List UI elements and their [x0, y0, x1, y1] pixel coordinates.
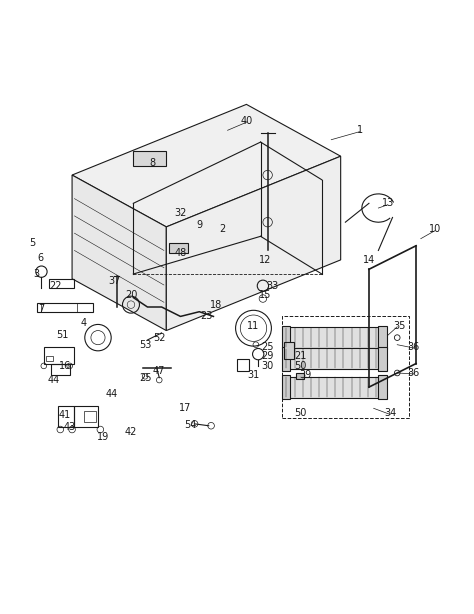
Bar — [378, 347, 387, 371]
Text: 30: 30 — [262, 361, 274, 371]
Text: 11: 11 — [247, 321, 260, 331]
Text: 42: 42 — [125, 427, 137, 437]
Text: 34: 34 — [384, 408, 396, 418]
Bar — [58, 406, 74, 427]
Text: 9: 9 — [196, 220, 202, 230]
Bar — [44, 347, 74, 363]
Text: 5: 5 — [29, 238, 35, 249]
Bar — [51, 363, 70, 375]
Text: 12: 12 — [259, 255, 272, 265]
Text: 25: 25 — [261, 342, 274, 352]
Bar — [378, 375, 387, 399]
Text: 2: 2 — [220, 224, 226, 235]
Text: 53: 53 — [139, 340, 151, 350]
Text: 33: 33 — [266, 281, 278, 291]
Text: 21: 21 — [294, 351, 307, 362]
Text: 54: 54 — [184, 420, 196, 430]
Text: 16: 16 — [59, 361, 71, 371]
Text: 17: 17 — [179, 403, 191, 413]
Polygon shape — [72, 175, 166, 330]
Text: 4: 4 — [81, 319, 87, 328]
Bar — [284, 348, 378, 370]
Text: 25: 25 — [139, 373, 151, 383]
Bar — [169, 243, 188, 253]
Bar — [284, 343, 294, 359]
Text: 29: 29 — [262, 351, 274, 362]
Text: 35: 35 — [393, 321, 406, 331]
Polygon shape — [72, 104, 341, 227]
Text: 44: 44 — [106, 389, 118, 399]
Text: 7: 7 — [38, 305, 45, 314]
Bar — [133, 152, 166, 166]
Text: 13: 13 — [382, 198, 394, 208]
Text: 41: 41 — [59, 410, 71, 421]
Bar — [282, 375, 290, 399]
Text: 18: 18 — [210, 300, 222, 309]
Text: 36: 36 — [408, 368, 420, 378]
Text: 47: 47 — [153, 365, 165, 376]
Text: 1: 1 — [356, 125, 363, 135]
Text: 37: 37 — [108, 276, 121, 286]
Text: 14: 14 — [363, 255, 375, 265]
Bar — [284, 376, 378, 398]
Polygon shape — [166, 156, 341, 330]
Text: 23: 23 — [200, 311, 212, 321]
Text: 32: 32 — [174, 208, 187, 218]
Bar — [378, 326, 387, 349]
Text: 15: 15 — [259, 290, 272, 300]
Text: 31: 31 — [247, 370, 260, 380]
Bar — [296, 373, 304, 379]
Text: 52: 52 — [153, 333, 165, 343]
Bar — [84, 411, 96, 422]
Bar — [282, 316, 409, 418]
Bar — [74, 406, 98, 427]
Text: 10: 10 — [429, 224, 441, 235]
Bar — [284, 327, 378, 348]
Text: 43: 43 — [64, 422, 76, 432]
Text: 6: 6 — [37, 252, 43, 263]
Bar — [282, 347, 290, 371]
Text: 36: 36 — [408, 342, 420, 352]
Text: 50: 50 — [294, 408, 307, 418]
Text: 3: 3 — [34, 269, 40, 279]
Bar — [237, 359, 249, 371]
Text: 50: 50 — [294, 361, 307, 371]
Text: 44: 44 — [47, 375, 59, 385]
Text: 39: 39 — [299, 370, 311, 380]
Bar — [282, 326, 290, 349]
Text: 19: 19 — [97, 432, 109, 441]
Text: 51: 51 — [56, 330, 69, 340]
Text: 22: 22 — [49, 281, 62, 291]
Bar — [48, 279, 74, 288]
Text: 8: 8 — [149, 158, 155, 168]
Text: 48: 48 — [174, 248, 187, 258]
Text: 20: 20 — [125, 290, 137, 300]
Bar — [36, 303, 93, 312]
Bar — [46, 356, 53, 361]
Text: 40: 40 — [240, 116, 253, 126]
